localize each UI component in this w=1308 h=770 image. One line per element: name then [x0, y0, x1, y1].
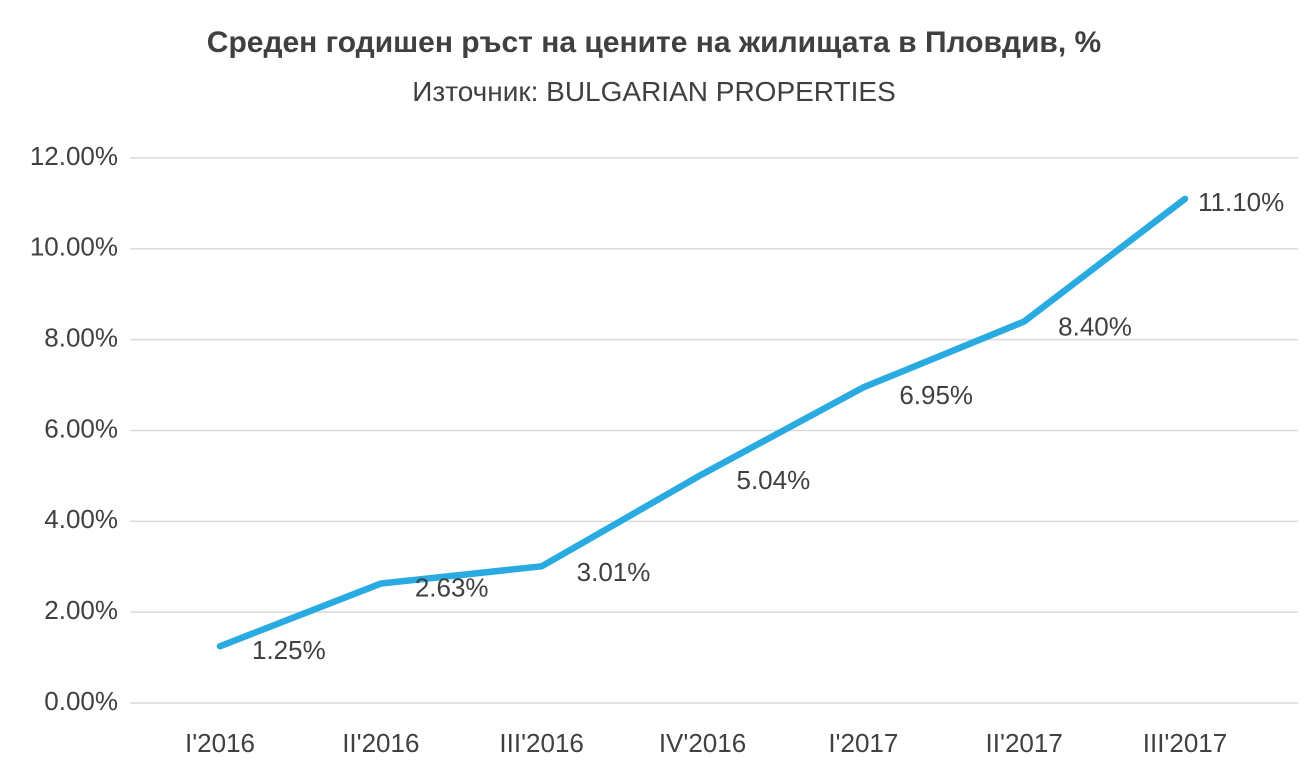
y-tick-label: 0.00%: [44, 686, 118, 716]
x-tick-label: III'2016: [499, 728, 583, 758]
x-tick-label: II'2016: [342, 728, 419, 758]
data-label: 1.25%: [252, 635, 326, 665]
x-tick-label: I'2016: [185, 728, 255, 758]
x-tick-label: I'2017: [828, 728, 898, 758]
data-label: 11.10%: [1198, 187, 1284, 217]
y-tick-label: 10.00%: [30, 232, 118, 262]
series-line: [216, 195, 1189, 650]
chart-title: Среден годишен ръст на цените на жилищат…: [206, 26, 1102, 59]
x-tick-label: III'2017: [1143, 728, 1227, 758]
data-label: 8.40%: [1058, 311, 1132, 341]
data-label: 6.95%: [899, 380, 973, 410]
data-label: 5.04%: [737, 465, 811, 495]
data-label: 3.01%: [577, 557, 651, 587]
y-tick-label: 2.00%: [44, 595, 118, 625]
x-tick-label: IV'2016: [659, 728, 746, 758]
y-tick-label: 8.00%: [44, 323, 118, 353]
y-tick-label: 12.00%: [30, 141, 118, 171]
y-tick-label: 4.00%: [44, 504, 118, 534]
x-tick-label: II'2017: [986, 728, 1063, 758]
y-tick-label: 6.00%: [44, 413, 118, 443]
chart-subtitle: Източник: BULGARIAN PROPERTIES: [412, 76, 896, 107]
data-label: 2.63%: [415, 572, 489, 602]
